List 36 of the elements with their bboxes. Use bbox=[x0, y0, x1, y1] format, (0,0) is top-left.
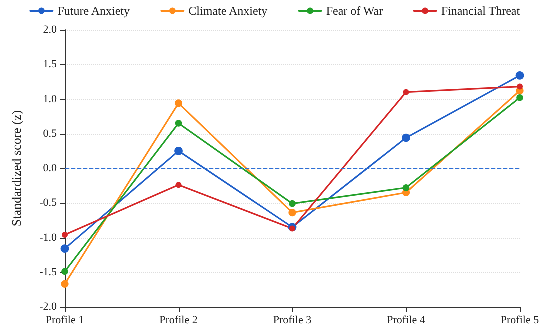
point bbox=[288, 209, 296, 217]
y-tick-label: 1.0 bbox=[43, 93, 58, 106]
legend-label: Climate Anxiety bbox=[188, 4, 268, 18]
y-tick-label: -2.0 bbox=[40, 301, 58, 313]
legend-label: Future Anxiety bbox=[58, 4, 130, 18]
x-tick-label: Profile 4 bbox=[387, 314, 426, 326]
legend-label: Fear of War bbox=[326, 4, 384, 18]
legend-label: Financial Threat bbox=[441, 4, 521, 18]
x-tick-label: Profile 3 bbox=[273, 314, 312, 326]
x-tick-label: Profile 2 bbox=[160, 314, 198, 326]
point bbox=[175, 120, 182, 127]
point bbox=[290, 226, 296, 232]
point bbox=[60, 244, 70, 254]
point bbox=[403, 89, 410, 96]
point bbox=[289, 200, 296, 208]
point bbox=[174, 100, 183, 108]
y-tick-label: 1.5 bbox=[43, 58, 58, 71]
point bbox=[174, 146, 183, 156]
y-tick-label: 2.0 bbox=[43, 24, 58, 36]
point bbox=[402, 184, 410, 192]
point bbox=[176, 182, 182, 188]
y-tick-label: 0.0 bbox=[43, 162, 58, 174]
point bbox=[516, 94, 524, 102]
point bbox=[516, 72, 524, 80]
y-tick-label: -1.5 bbox=[40, 266, 58, 278]
point bbox=[62, 268, 68, 276]
point bbox=[402, 134, 410, 142]
point bbox=[517, 84, 523, 90]
y-tick-label: -1.0 bbox=[40, 232, 58, 244]
point bbox=[62, 232, 68, 238]
x-tick-label: Profile 5 bbox=[500, 314, 540, 326]
y-tick-label: 0.5 bbox=[43, 128, 58, 140]
y-axis-title: Standardized score (z) bbox=[9, 110, 24, 227]
y-tick-label: -0.5 bbox=[40, 197, 58, 210]
x-tick-label: Profile 1 bbox=[46, 314, 84, 326]
point bbox=[61, 280, 69, 288]
